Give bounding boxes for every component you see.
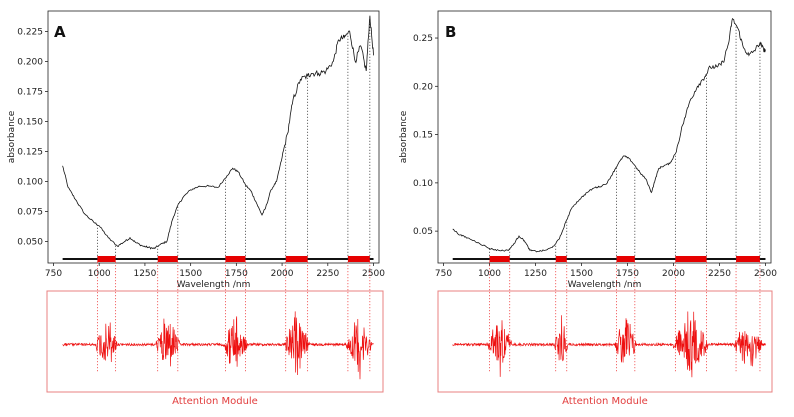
- y-axis-label-b: absorbance: [399, 110, 409, 163]
- x-tick-label: 1250: [524, 269, 547, 279]
- y-tick-label: 0.15: [413, 131, 433, 141]
- attention-band-b-1: [489, 256, 510, 262]
- y-tick-label: 0.125: [17, 147, 43, 157]
- spectrum-line-b: [452, 18, 766, 253]
- x-tick-label: 1500: [179, 269, 202, 279]
- x-tick-label: 2000: [662, 269, 685, 279]
- y-tick-label: 0.10: [413, 179, 433, 189]
- y-tick-label: 0.175: [17, 87, 43, 97]
- attention-band-b-5: [736, 256, 760, 262]
- plot-frame-a: [47, 10, 380, 264]
- y-tick-label: 0.075: [17, 207, 43, 217]
- y-tick-label: 0.25: [413, 34, 433, 44]
- x-tick-label: 2500: [754, 269, 777, 279]
- y-tick-label: 0.150: [17, 117, 43, 127]
- panel-label-b: B: [445, 23, 456, 41]
- attention-band-b-3: [616, 256, 635, 262]
- attention-band-b-2: [555, 256, 567, 262]
- panel-a: A 0.050 0.075 0.100 0.125 0.150 0.175 0.200 0.22…: [7, 10, 385, 407]
- y-tick-label: 0.225: [17, 27, 43, 37]
- x-tick-label: 2500: [362, 269, 385, 279]
- spectrum-line-a: [62, 15, 374, 250]
- x-axis-label-b: Wavelength /nm: [568, 280, 642, 290]
- attention-band-a-4: [285, 256, 308, 262]
- attention-band-a-3: [225, 256, 246, 262]
- x-tick-label: 2000: [271, 269, 294, 279]
- x-tick-label: 750: [45, 269, 62, 279]
- attention-band-b-4: [675, 256, 707, 262]
- y-tick-label: 0.20: [413, 82, 433, 92]
- y-axis-label-a: absorbance: [7, 110, 17, 163]
- x-axis-label-a: Wavelength /nm: [177, 280, 251, 290]
- x-tick-label: 2250: [708, 269, 731, 279]
- attention-module-box-a: [46, 290, 384, 393]
- attention-module-box-b: [437, 290, 773, 393]
- y-tick-label: 0.100: [17, 177, 43, 187]
- x-tick-label: 750: [435, 269, 452, 279]
- x-tick-label: 1500: [570, 269, 593, 279]
- attention-band-a-5: [347, 256, 370, 262]
- x-tick-label: 2250: [316, 269, 339, 279]
- attention-band-a-1: [97, 256, 116, 262]
- attention-module-label-a: Attention Module: [172, 396, 258, 407]
- y-tick-label: 0.05: [413, 227, 433, 237]
- x-tick-label: 1750: [225, 269, 248, 279]
- attention-band-a-2: [157, 256, 178, 262]
- panel-label-a: A: [54, 23, 66, 41]
- plot-frame-b: [437, 10, 772, 264]
- attention-module-label-b: Attention Module: [562, 396, 648, 407]
- y-tick-label: 0.050: [17, 237, 43, 247]
- x-tick-label: 1250: [133, 269, 156, 279]
- x-tick-label: 1750: [616, 269, 639, 279]
- attention-signal-b: [452, 311, 766, 378]
- y-tick-label: 0.200: [17, 57, 43, 67]
- attention-signal-a: [62, 311, 374, 380]
- x-tick-label: 1000: [88, 269, 111, 279]
